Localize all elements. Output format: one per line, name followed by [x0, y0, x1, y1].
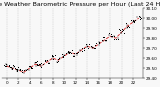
Title: Milwaukee Weather Barometric Pressure per Hour (Last 24 Hours): Milwaukee Weather Barometric Pressure pe…: [0, 2, 160, 7]
